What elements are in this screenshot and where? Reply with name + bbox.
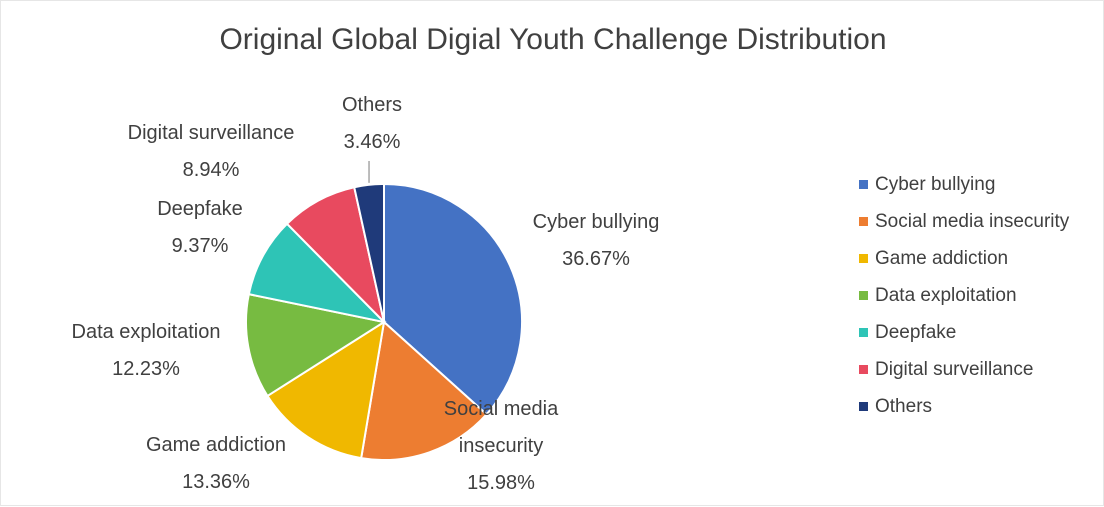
data-label-value: 15.98%: [467, 472, 535, 494]
data-label-digital-surveillance: Digital surveillance 8.94%: [128, 122, 295, 181]
data-label-category: insecurity: [459, 435, 543, 457]
data-label-deepfake: Deepfake 9.37%: [157, 198, 243, 257]
legend-item-social-media-insecurity: Social media insecurity: [859, 203, 1069, 240]
data-label-others: Others 3.46%: [342, 94, 402, 153]
legend: Cyber bullying Social media insecurity Gam…: [859, 166, 1069, 425]
legend-swatch: [859, 365, 868, 374]
pie-slice-social-media-insecurity: [360, 320, 488, 461]
pie-data-labels: Cyber bullying 36.67% Social media insecuri…: [72, 94, 660, 494]
legend-item-digital-surveillance: Digital surveillance: [859, 351, 1069, 388]
pie-slice-data-exploitation: [245, 292, 387, 398]
data-label-value: 12.23%: [112, 358, 180, 380]
data-label-category: Deepfake: [157, 198, 243, 220]
data-label-value: 8.94%: [183, 159, 240, 181]
legend-item-data-exploitation: Data exploitation: [859, 277, 1069, 314]
legend-label: Others: [875, 395, 933, 417]
data-label-category: Cyber bullying: [533, 211, 660, 233]
legend-label: Social media insecurity: [875, 210, 1070, 232]
pie-slice-game-addiction: [266, 319, 386, 460]
legend-swatch: [859, 402, 868, 411]
legend-label: Cyber bullying: [875, 173, 996, 195]
legend-item-cyber-bullying: Cyber bullying: [859, 166, 1069, 203]
data-label-category: Data exploitation: [72, 321, 221, 343]
legend-item-game-addiction: Game addiction: [859, 240, 1069, 277]
data-label-value: 3.46%: [344, 131, 401, 153]
chart-title: Original Global Digial Youth Challenge D…: [219, 23, 887, 56]
legend-item-others: Others: [859, 388, 1069, 425]
legend-label: Game addiction: [875, 247, 1009, 269]
data-label-category: Digital surveillance: [128, 122, 295, 144]
data-label-value: 13.36%: [182, 471, 250, 493]
legend-swatch: [859, 254, 868, 263]
legend-swatch: [859, 291, 868, 300]
data-label-social-media-insecurity: Social media insecurity 15.98%: [444, 398, 559, 494]
data-label-value: 9.37%: [172, 235, 229, 257]
data-label-game-addiction: Game addiction 13.36%: [146, 434, 286, 493]
data-label-cyber-bullying: Cyber bullying 36.67%: [533, 211, 660, 270]
data-label-category: Social media: [444, 398, 559, 420]
legend-swatch: [859, 180, 868, 189]
legend-label: Digital surveillance: [875, 358, 1034, 380]
pie-slice-cyber-bullying: [383, 182, 523, 416]
pie-slice-others: [353, 182, 385, 323]
legend-swatch: [859, 328, 868, 337]
data-label-value: 36.67%: [562, 248, 630, 270]
legend-label: Deepfake: [875, 321, 957, 343]
pie-slice-deepfake: [247, 222, 388, 324]
data-label-data-exploitation: Data exploitation 12.23%: [72, 321, 221, 380]
legend-label: Data exploitation: [875, 284, 1017, 306]
data-label-category: Game addiction: [146, 434, 286, 456]
pie-slices: [245, 182, 523, 461]
data-label-category: Others: [342, 94, 402, 116]
legend-item-deepfake: Deepfake: [859, 314, 1069, 351]
legend-swatch: [859, 217, 868, 226]
